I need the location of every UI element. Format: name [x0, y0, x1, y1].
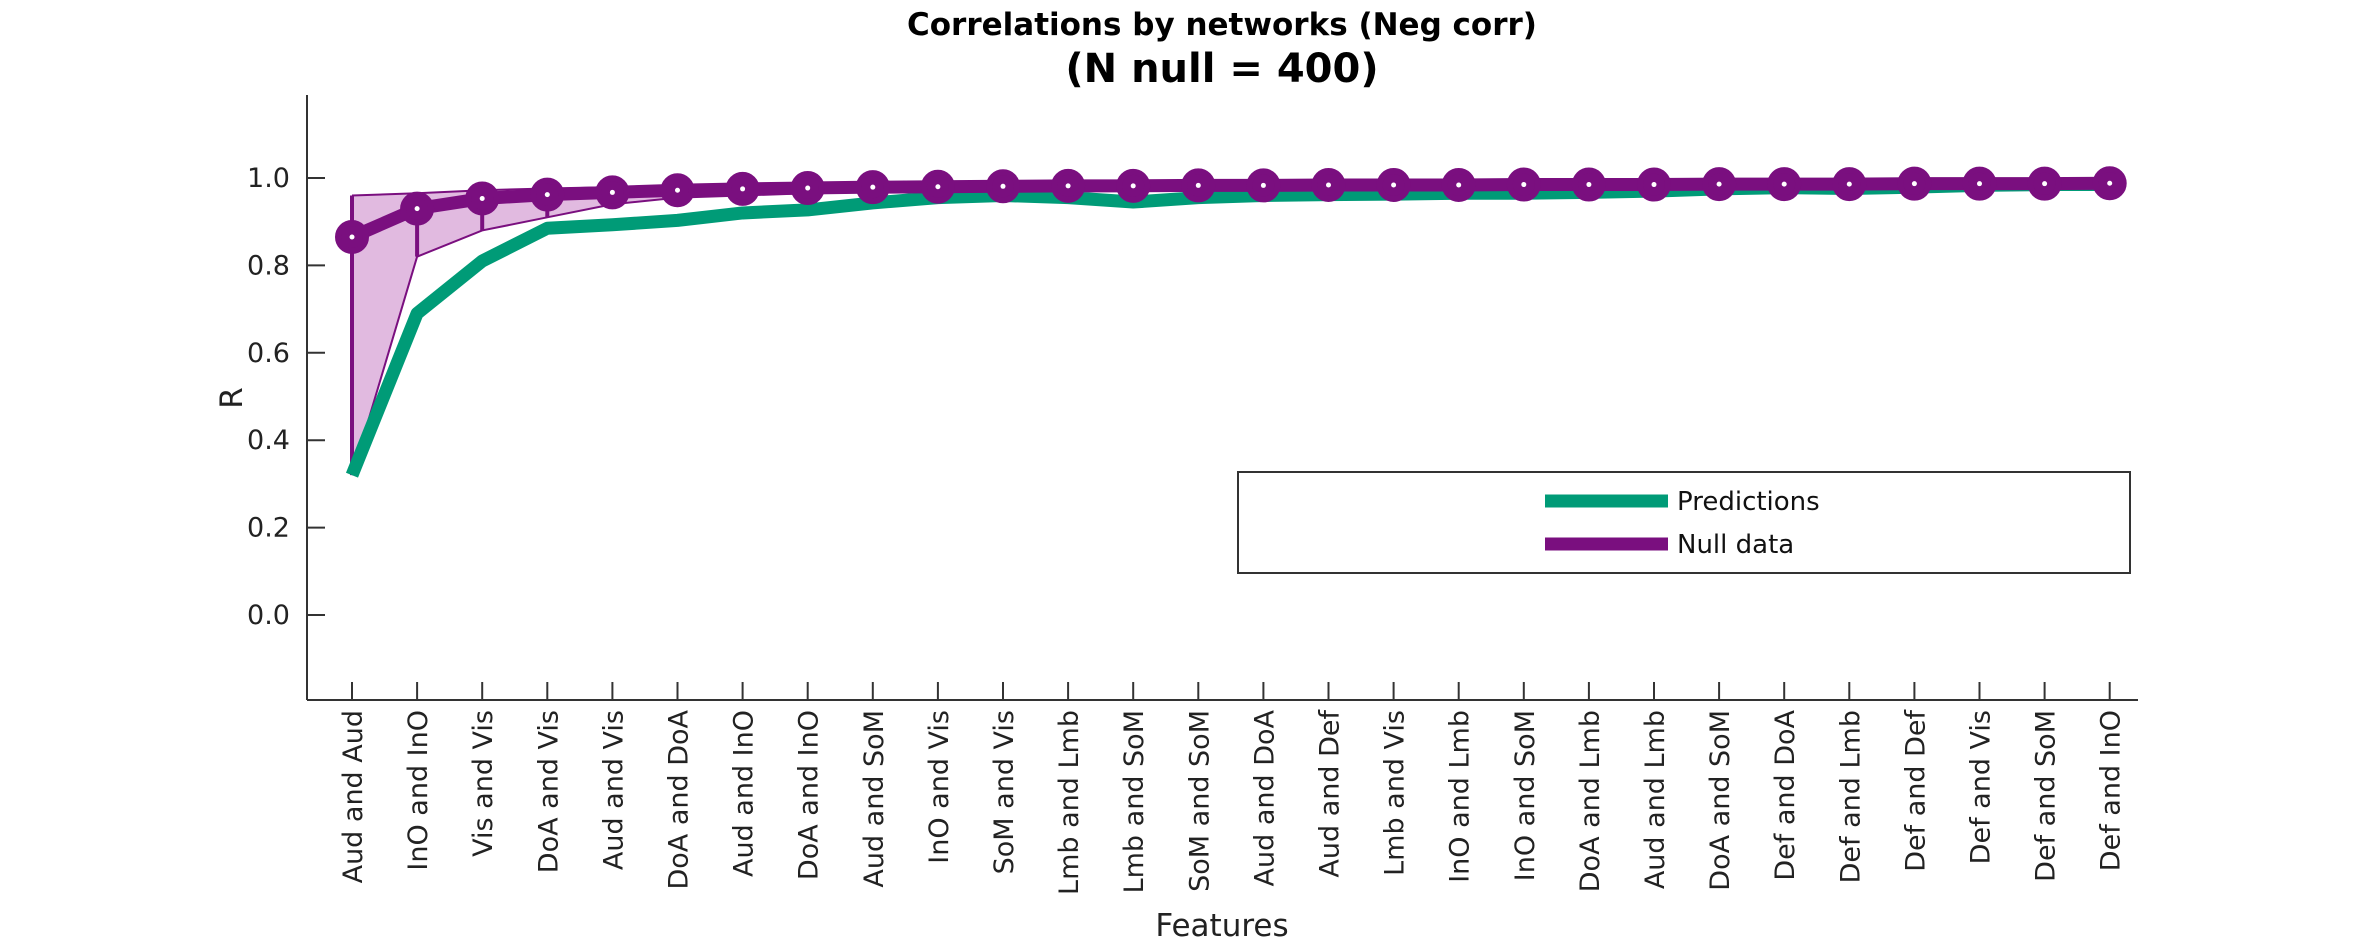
null-data-point-center — [2042, 181, 2048, 187]
legend: Predictions Null data — [1237, 471, 2131, 574]
x-tick-label: DoA and DoA — [664, 709, 695, 889]
series-predictions-line — [345, 178, 2110, 478]
legend-label-null: Null data — [1677, 530, 1794, 560]
x-tick-label: Lmb and Lmb — [1054, 710, 1085, 895]
x-tick-label: Def and InO — [2096, 710, 2127, 871]
legend-label-predictions: Predictions — [1677, 487, 1820, 517]
x-tick-label: Def and Def — [1900, 709, 1931, 872]
null-data-point-center — [1911, 181, 1917, 187]
null-range-band — [352, 181, 2110, 476]
x-tick-label: Lmb and Vis — [1380, 710, 1411, 876]
x-tick-label: DoA and Vis — [533, 710, 564, 873]
null-data-point-center — [1130, 183, 1136, 189]
chart-title: Correlations by networks (Neg corr) — [907, 7, 1537, 43]
x-tick-label: Def and SoM — [2031, 710, 2062, 882]
x-tick-label: Aud and DoA — [1249, 709, 1280, 886]
y-tick-label: 1.0 — [247, 163, 290, 194]
null-data-point-center — [1195, 182, 1201, 188]
null-data-point-center — [2107, 180, 2113, 186]
null-data-point-center — [1977, 181, 1982, 187]
x-tick-label: DoA and Lmb — [1575, 710, 1606, 892]
x-axis-label: Features — [1155, 908, 1288, 944]
x-tick-label: InO and Lmb — [1445, 710, 1476, 883]
null-data-point-center — [740, 186, 746, 192]
x-tick-label: Lmb and SoM — [1119, 710, 1150, 893]
y-tick-label: 0.6 — [247, 338, 290, 369]
x-tick-label: Aud and Lmb — [1640, 710, 1671, 889]
null-data-point-center — [1326, 182, 1331, 188]
x-tick-label: Vis and Vis — [468, 710, 499, 857]
x-ticks: Aud and Aud InO and InO Vis and Vis DoA and… — [338, 682, 2127, 895]
x-tick-label: Aud and Def — [1315, 709, 1346, 878]
null-data-point-center — [1846, 181, 1852, 187]
x-tick-label: Aud and Vis — [598, 710, 629, 870]
null-data-point-center — [1065, 183, 1071, 189]
plot-area — [335, 166, 2127, 478]
null-data-point-center — [1651, 182, 1657, 188]
null-data-point-center — [1781, 181, 1787, 187]
x-tick-label: SoM and SoM — [1184, 710, 1215, 892]
x-tick-label: DoA and SoM — [1705, 710, 1736, 891]
null-data-point-center — [609, 189, 615, 195]
null-data-point-center — [1521, 182, 1527, 188]
x-tick-label: Aud and InO — [729, 710, 760, 877]
y-tick-label: 0.4 — [247, 425, 290, 456]
null-data-point-center — [935, 184, 941, 190]
null-data-point-center — [675, 187, 680, 193]
x-tick-label: Def and DoA — [1770, 709, 1801, 880]
x-tick-label: InO and Vis — [924, 710, 955, 864]
y-tick-label: 0.2 — [247, 513, 290, 544]
null-data-point-center — [544, 192, 550, 198]
null-data-point-center — [1456, 182, 1462, 188]
x-axis: Aud and Aud InO and InO Vis and Vis DoA and… — [307, 682, 2138, 944]
x-tick-label: Def and Vis — [1966, 710, 1997, 864]
chart-subtitle: (N null = 400) — [1065, 46, 1378, 92]
y-ticks: 1.0 0.8 0.6 0.4 0.2 0.0 — [247, 163, 325, 631]
null-data-point-center — [414, 206, 420, 212]
x-tick-label: DoA and InO — [794, 710, 825, 880]
y-tick-label: 0.0 — [247, 600, 290, 631]
series-null-line — [349, 176, 2110, 243]
y-tick-label: 0.8 — [247, 250, 290, 281]
y-axis-label: R — [214, 387, 250, 409]
null-data-point-center — [805, 185, 811, 191]
null-data-point-center — [1586, 182, 1592, 188]
x-tick-label: Def and Lmb — [1835, 710, 1866, 883]
x-tick-label: InO and InO — [403, 710, 434, 871]
null-data-point-center — [1000, 183, 1006, 189]
x-tick-label: SoM and Vis — [989, 710, 1020, 874]
null-data-point-center — [1391, 182, 1397, 188]
null-data-point-center — [1260, 182, 1266, 188]
null-data-point-center — [1716, 181, 1722, 187]
x-tick-label: InO and SoM — [1510, 710, 1541, 881]
null-data-point-center — [349, 234, 355, 240]
null-data-point-center — [479, 196, 485, 202]
x-tick-label: Aud and SoM — [859, 710, 890, 888]
null-data-point-center — [870, 184, 876, 190]
legend-box — [1237, 471, 2131, 574]
y-axis: 1.0 0.8 0.6 0.4 0.2 0.0 R — [214, 95, 325, 700]
x-tick-label: Aud and Aud — [338, 710, 369, 883]
